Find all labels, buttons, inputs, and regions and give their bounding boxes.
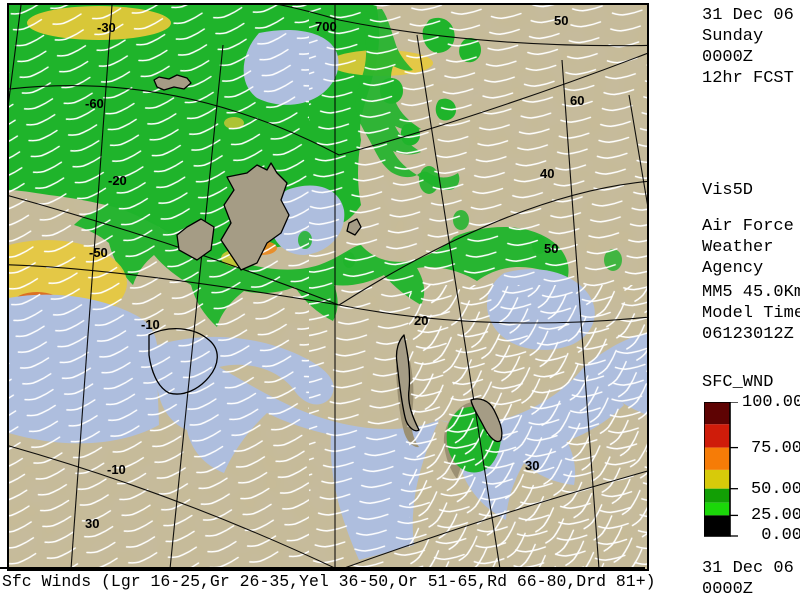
svg-text:-10: -10 [107,462,126,477]
svg-text:40: 40 [540,166,554,181]
svg-text:50: 50 [554,13,568,28]
svg-text:20: 20 [414,313,428,328]
svg-text:-10: -10 [141,317,160,332]
svg-text:700: 700 [315,19,337,34]
svg-text:-50: -50 [89,245,108,260]
svg-text:-60: -60 [85,96,104,111]
svg-text:-20: -20 [108,173,127,188]
svg-text:50: 50 [544,241,558,256]
svg-text:30: 30 [525,458,539,473]
svg-text:-30: -30 [97,20,116,35]
svg-text:30: 30 [85,516,99,531]
svg-text:60: 60 [570,93,584,108]
